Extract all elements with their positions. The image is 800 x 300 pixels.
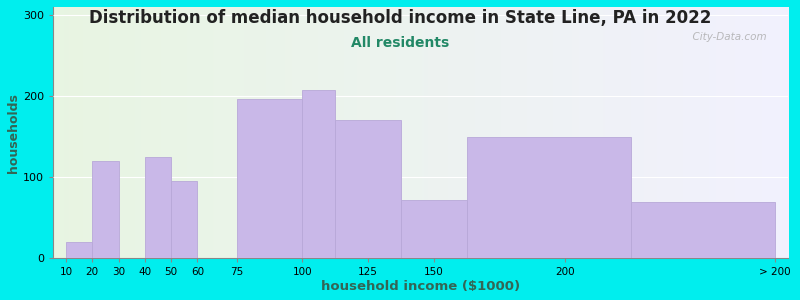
Bar — [145, 157, 171, 258]
Bar — [630, 202, 775, 258]
Bar — [335, 120, 401, 258]
Bar — [92, 161, 118, 258]
Text: All residents: All residents — [351, 36, 449, 50]
Bar — [466, 137, 630, 258]
Bar — [302, 90, 335, 258]
Text: Distribution of median household income in State Line, PA in 2022: Distribution of median household income … — [89, 9, 711, 27]
Bar — [66, 242, 92, 258]
X-axis label: household income ($1000): household income ($1000) — [321, 280, 520, 293]
Bar — [401, 200, 466, 258]
Y-axis label: households: households — [7, 93, 20, 172]
Text: City-Data.com: City-Data.com — [686, 32, 766, 42]
Bar — [237, 98, 302, 258]
Bar — [171, 181, 198, 258]
